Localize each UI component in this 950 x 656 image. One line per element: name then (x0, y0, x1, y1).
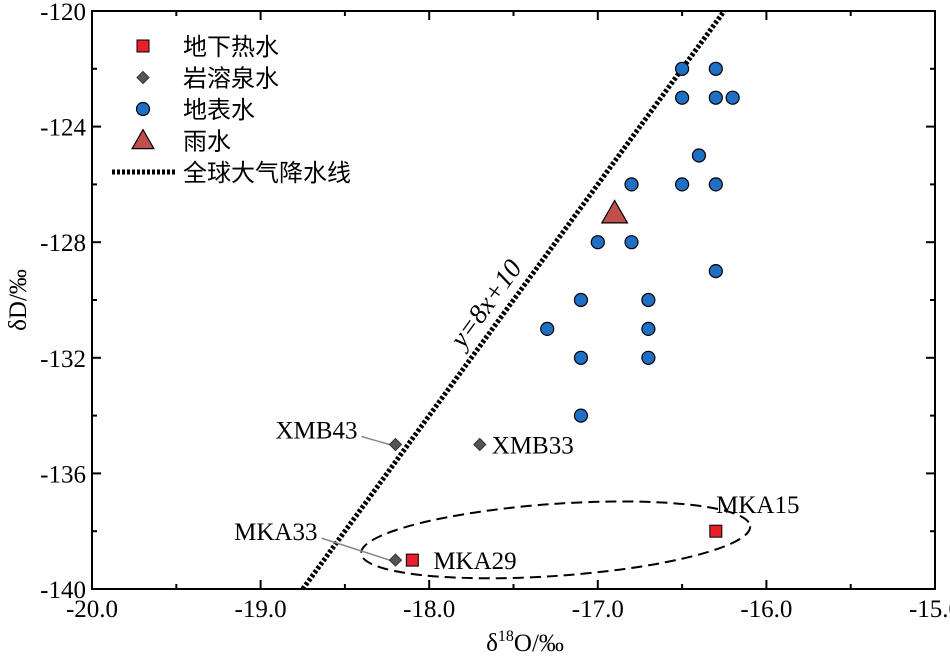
circle-marker (708, 264, 723, 279)
circle-marker (708, 61, 723, 76)
circle-marker (624, 235, 639, 250)
annotation-leader-lines (321, 435, 390, 561)
y-tick-label: -120 (40, 0, 86, 26)
annotation-leader (321, 537, 390, 561)
circle-marker (573, 292, 589, 308)
circle-marker (725, 90, 740, 105)
circle-marker (540, 321, 555, 336)
circle-marker (691, 148, 707, 163)
legend-label: 全球大气降水线 (183, 159, 351, 187)
annotation-leader (361, 435, 390, 446)
x-tick-label: -20.0 (66, 596, 118, 623)
legend-label: 地表水 (183, 96, 255, 124)
y-axis-title: δD/‰ (5, 269, 32, 331)
legend-diamond-swatch (136, 70, 150, 85)
axis-ticks (91, 10, 936, 590)
data-markers (388, 61, 740, 567)
circle-marker (573, 350, 589, 365)
point-label: MKA33 (234, 519, 317, 546)
legend-label: 地下热水 (183, 33, 279, 61)
x-tick-label: -16.0 (740, 596, 792, 623)
circle-marker (641, 292, 656, 308)
y-tick-label: -136 (40, 461, 86, 488)
y-tick-label: -132 (40, 346, 86, 373)
legend-circle-swatch (135, 101, 151, 117)
circle-marker (590, 235, 605, 250)
gmwl-equation-label: y=8x+10 (442, 253, 528, 355)
circle-marker (641, 321, 656, 336)
circle-marker (641, 350, 656, 365)
triangle-marker (600, 199, 629, 224)
thermal-water-ellipse (360, 500, 752, 580)
x-tick-label: -17.0 (572, 596, 624, 623)
square-marker (709, 524, 723, 538)
y-tick-label: -140 (40, 577, 86, 604)
plot-area (300, 11, 752, 589)
gmwl-reference-line (300, 11, 727, 589)
diamond-marker (473, 437, 487, 452)
x-axis-title: δ18O/‰ (486, 628, 564, 656)
circle-marker (708, 177, 723, 192)
circle-marker (674, 177, 690, 192)
circle-marker (674, 61, 690, 76)
point-label: XMB43 (276, 418, 358, 445)
diamond-marker (388, 553, 403, 567)
point-label: XMB33 (492, 433, 574, 460)
circle-marker (624, 177, 639, 192)
legend-square-swatch (136, 39, 150, 53)
point-annotations: MKA29 MKA15 XMB43 XMB33 MKA33 (234, 418, 799, 576)
y-tick-label: -124 (40, 115, 86, 142)
point-label: MKA15 (716, 492, 799, 519)
diamond-marker (388, 437, 403, 452)
square-marker (405, 553, 419, 567)
circle-marker (573, 408, 589, 423)
x-tick-label: -19.0 (235, 596, 287, 623)
x-tick-label: -18.0 (403, 596, 455, 623)
x-tick-label: -15.0 (909, 596, 950, 623)
point-label: MKA29 (433, 548, 516, 575)
legend-label: 雨水 (183, 128, 231, 156)
circle-marker (674, 90, 690, 105)
axis-tick-labels: -20.0 -19.0 -18.0 -17.0 -16.0 -15.0 -140 -136 -1… (40, 0, 950, 623)
y-tick-label: -128 (40, 230, 86, 257)
legend-label: 岩溶泉水 (183, 65, 279, 93)
legend-triangle-swatch (131, 128, 155, 150)
circle-marker (708, 90, 723, 105)
